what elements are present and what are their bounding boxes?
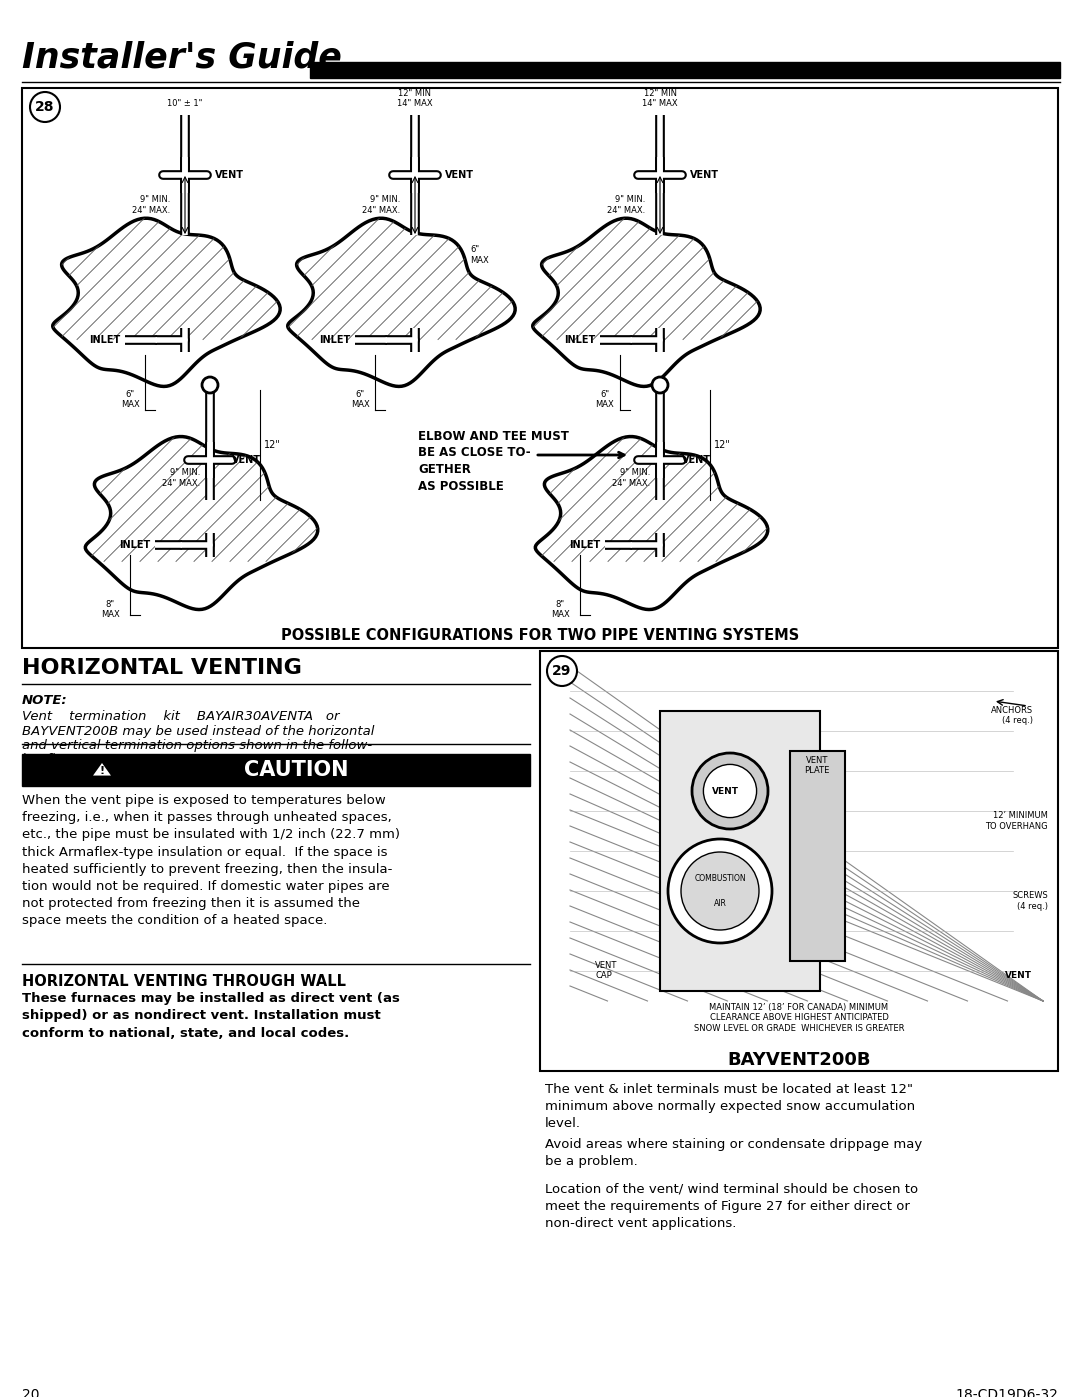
Text: INLET: INLET: [119, 541, 150, 550]
Text: 6"
MAX: 6" MAX: [470, 246, 489, 264]
Text: VENT: VENT: [690, 170, 719, 180]
Bar: [789, 752, 845, 961]
Bar: [310, 61, 1059, 78]
Text: 9" MIN.
24" MAX.: 9" MIN. 24" MAX.: [611, 468, 650, 488]
Text: These furnaces may be installed as direct vent (as
shipped) or as nondirect vent: These furnaces may be installed as direc…: [22, 992, 400, 1039]
Text: 12": 12": [264, 440, 281, 450]
Text: INLET: INLET: [89, 335, 120, 345]
Polygon shape: [53, 218, 280, 387]
Text: 9" MIN.
24" MAX.: 9" MIN. 24" MAX.: [362, 196, 400, 215]
Text: INLET: INLET: [564, 335, 595, 345]
Text: VENT
CAP: VENT CAP: [595, 961, 618, 981]
Text: BAYVENT200B: BAYVENT200B: [727, 1051, 870, 1069]
Text: MAINTAIN 12’ (18’ FOR CANADA) MINIMUM
CLEARANCE ABOVE HIGHEST ANTICIPATED
SNOW L: MAINTAIN 12’ (18’ FOR CANADA) MINIMUM CL…: [693, 1003, 904, 1032]
Text: Location of the vent/ wind terminal should be chosen to
meet the requirements of: Location of the vent/ wind terminal shou…: [545, 1183, 918, 1231]
Text: VENT: VENT: [1004, 971, 1031, 981]
Text: AIR: AIR: [714, 900, 727, 908]
Circle shape: [202, 377, 218, 393]
Text: Avoid areas where staining or condensate drippage may
be a problem.: Avoid areas where staining or condensate…: [545, 1139, 922, 1168]
Text: 28: 28: [36, 101, 55, 115]
Text: 18-CD19D6-32: 18-CD19D6-32: [955, 1389, 1058, 1397]
Polygon shape: [536, 437, 768, 609]
Text: HORIZONTAL VENTING: HORIZONTAL VENTING: [22, 658, 302, 678]
Bar: [540, 651, 1058, 1071]
Text: NOTE:: NOTE:: [22, 694, 68, 707]
Text: When the vent pipe is exposed to temperatures below
freezing, i.e., when it pass: When the vent pipe is exposed to tempera…: [22, 793, 400, 928]
Polygon shape: [532, 218, 760, 387]
Text: VENT: VENT: [232, 455, 261, 465]
Text: 8"
MAX: 8" MAX: [551, 599, 569, 619]
Text: 6"
MAX: 6" MAX: [121, 390, 139, 409]
Text: 10" ± 1": 10" ± 1": [167, 99, 203, 108]
Text: 6"
MAX: 6" MAX: [596, 390, 615, 409]
Text: VENT: VENT: [712, 787, 739, 795]
Text: CAUTION: CAUTION: [244, 760, 348, 780]
Text: SCREWS
(4 req.): SCREWS (4 req.): [1012, 891, 1048, 911]
Text: 8"
MAX: 8" MAX: [100, 599, 120, 619]
Text: HORIZONTAL VENTING THROUGH WALL: HORIZONTAL VENTING THROUGH WALL: [22, 974, 346, 989]
Circle shape: [669, 840, 772, 943]
Text: 6"
MAX: 6" MAX: [351, 390, 369, 409]
Text: ing figures.: ing figures.: [22, 753, 96, 767]
Bar: [660, 711, 820, 990]
Text: VENT
PLATE: VENT PLATE: [805, 756, 829, 775]
Circle shape: [692, 753, 768, 828]
Text: INLET: INLET: [569, 541, 600, 550]
Circle shape: [681, 852, 759, 930]
Text: VENT: VENT: [681, 455, 711, 465]
Bar: [22, 88, 1058, 648]
Circle shape: [30, 92, 60, 122]
Polygon shape: [85, 437, 318, 609]
Text: COMBUSTION: COMBUSTION: [694, 875, 746, 883]
Text: 20: 20: [22, 1389, 40, 1397]
Text: ANCHORS
(4 req.): ANCHORS (4 req.): [990, 705, 1032, 725]
Polygon shape: [91, 761, 113, 777]
Text: VENT: VENT: [445, 170, 474, 180]
Text: ELBOW AND TEE MUST
BE AS CLOSE TO-
GETHER
AS POSSIBLE: ELBOW AND TEE MUST BE AS CLOSE TO- GETHE…: [418, 430, 569, 493]
Polygon shape: [287, 218, 515, 387]
Circle shape: [703, 764, 757, 817]
Text: Vent    termination    kit    BAYAIR30AVENTA   or: Vent termination kit BAYAIR30AVENTA or: [22, 710, 339, 724]
Text: 29: 29: [552, 664, 571, 678]
Text: INLET: INLET: [319, 335, 350, 345]
Text: POSSIBLE CONFIGURATIONS FOR TWO PIPE VENTING SYSTEMS: POSSIBLE CONFIGURATIONS FOR TWO PIPE VEN…: [281, 629, 799, 643]
Text: 12": 12": [714, 440, 731, 450]
Text: VENT: VENT: [215, 170, 244, 180]
Text: BAYVENT200B may be used instead of the horizontal: BAYVENT200B may be used instead of the h…: [22, 725, 375, 738]
Text: 12" MIN
14" MAX: 12" MIN 14" MAX: [397, 88, 433, 108]
Text: !: !: [99, 766, 105, 775]
Circle shape: [652, 377, 669, 393]
Text: The vent & inlet terminals must be located at least 12"
minimum above normally e: The vent & inlet terminals must be locat…: [545, 1083, 915, 1130]
Text: 12" MIN
14" MAX: 12" MIN 14" MAX: [643, 88, 678, 108]
Bar: [22, 754, 530, 787]
Text: and vertical termination options shown in the follow-: and vertical termination options shown i…: [22, 739, 373, 752]
Circle shape: [546, 657, 577, 686]
Text: 12’ MINIMUM
TO OVERHANG: 12’ MINIMUM TO OVERHANG: [985, 812, 1048, 831]
Text: 9" MIN.
24" MAX.: 9" MIN. 24" MAX.: [132, 196, 170, 215]
Text: 9" MIN.
24" MAX.: 9" MIN. 24" MAX.: [607, 196, 645, 215]
Text: 9" MIN.
24" MAX.: 9" MIN. 24" MAX.: [162, 468, 200, 488]
Text: Installer's Guide: Installer's Guide: [22, 41, 342, 75]
